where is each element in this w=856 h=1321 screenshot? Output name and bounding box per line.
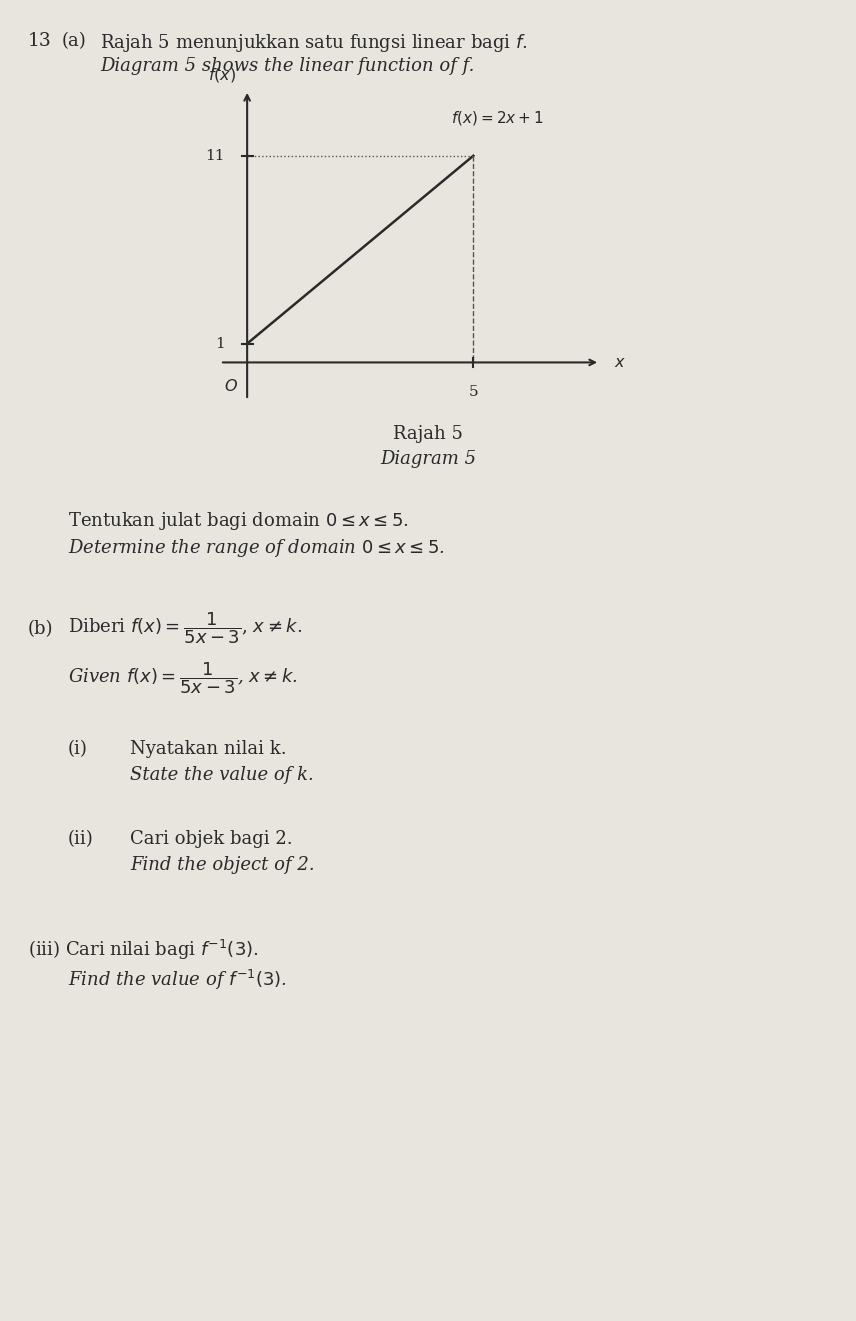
Text: (iii) Cari nilai bagi $f^{-1}(3)$.: (iii) Cari nilai bagi $f^{-1}(3)$.	[28, 938, 259, 962]
Text: 11: 11	[205, 149, 224, 162]
Text: 13: 13	[28, 32, 51, 50]
Text: Cari objek bagi 2.: Cari objek bagi 2.	[130, 830, 293, 848]
Text: Nyatakan nilai k.: Nyatakan nilai k.	[130, 740, 287, 758]
Text: $x$: $x$	[614, 354, 626, 371]
Text: (i): (i)	[68, 740, 88, 758]
Text: 1: 1	[215, 337, 224, 350]
Text: $O$: $O$	[224, 378, 238, 395]
Text: (b): (b)	[28, 620, 53, 638]
Text: Diagram 5: Diagram 5	[380, 450, 476, 468]
Text: Diberi $f(x) = \dfrac{1}{5x-3}$, $x \neq k$.: Diberi $f(x) = \dfrac{1}{5x-3}$, $x \neq…	[68, 610, 302, 646]
Text: Diagram 5 shows the linear function of f.: Diagram 5 shows the linear function of f…	[100, 57, 474, 75]
Text: Find the value of $f^{-1}(3)$.: Find the value of $f^{-1}(3)$.	[68, 968, 287, 992]
Text: 5: 5	[468, 384, 479, 399]
Text: (a): (a)	[62, 32, 86, 50]
Text: (ii): (ii)	[68, 830, 94, 848]
Text: Rajah 5 menunjukkan satu fungsi linear bagi $f$.: Rajah 5 menunjukkan satu fungsi linear b…	[100, 32, 528, 54]
Text: Find the object of 2.: Find the object of 2.	[130, 856, 315, 875]
Text: Determine the range of domain $0 \leq x \leq 5$.: Determine the range of domain $0 \leq x …	[68, 538, 445, 559]
Text: Given $f(x) = \dfrac{1}{5x-3}$, $x \neq k$.: Given $f(x) = \dfrac{1}{5x-3}$, $x \neq …	[68, 660, 298, 696]
Text: Rajah 5: Rajah 5	[393, 425, 463, 443]
Text: Tentukan julat bagi domain $0 \leq x \leq 5$.: Tentukan julat bagi domain $0 \leq x \le…	[68, 510, 409, 532]
Text: $f(x)$: $f(x)$	[208, 66, 236, 85]
Text: $f(x) = 2x + 1$: $f(x) = 2x + 1$	[451, 110, 544, 127]
Text: State the value of k.: State the value of k.	[130, 766, 314, 783]
